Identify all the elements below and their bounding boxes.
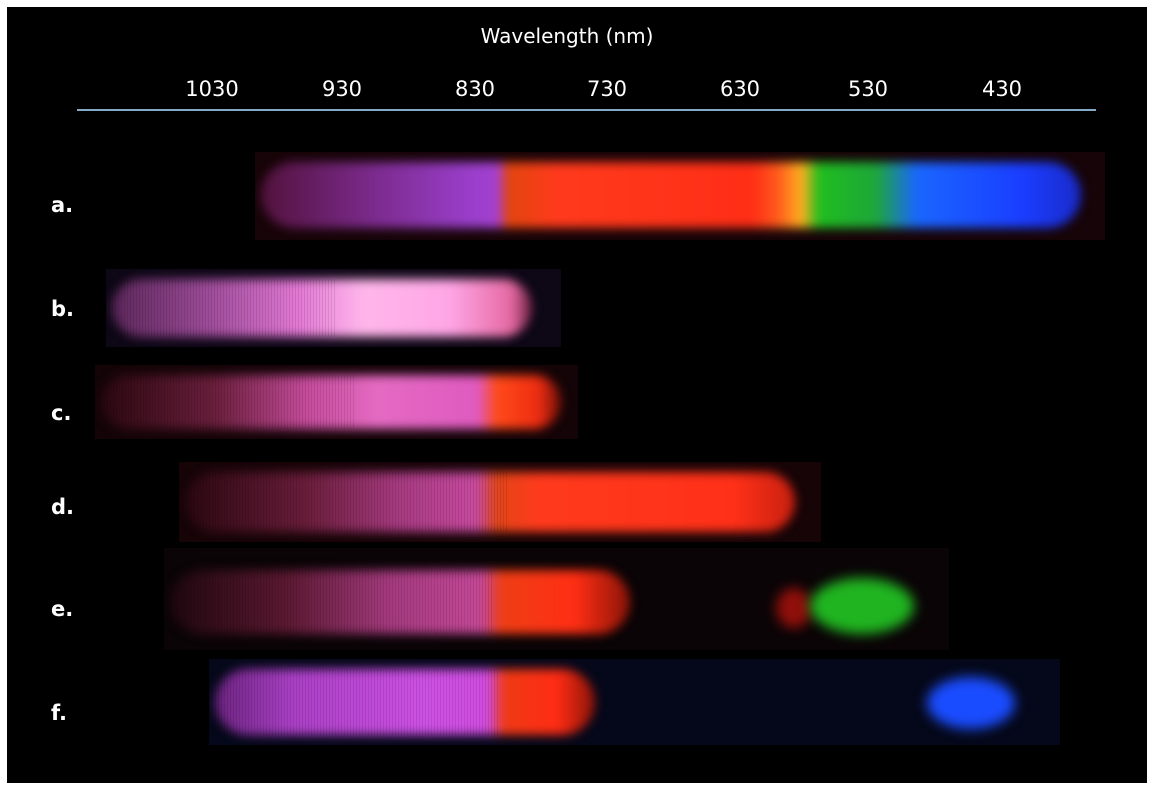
- tick-label: 730: [586, 77, 628, 101]
- tick-label: 430: [981, 77, 1023, 101]
- spectrum-c: [95, 365, 578, 439]
- tick-label: 930: [321, 77, 363, 101]
- tick-label: 830: [454, 77, 496, 101]
- tick-label: 630: [719, 77, 761, 101]
- row-label-e: e.: [51, 597, 74, 621]
- axis-line: [77, 109, 1096, 111]
- tick-label: 1030: [185, 77, 239, 101]
- axis-title: Wavelength (nm): [480, 24, 654, 48]
- spectrum-d: [179, 462, 821, 542]
- spectrum-f: [209, 659, 1060, 745]
- row-label-c: c.: [51, 401, 72, 425]
- row-label-b: b.: [51, 297, 75, 321]
- spectrum-e: [164, 548, 949, 650]
- spectrum-b: [106, 269, 561, 347]
- tick-label: 530: [847, 77, 889, 101]
- spectra-figure: Wavelength (nm) 1030 930 830 730 630 530…: [7, 7, 1147, 783]
- row-label-d: d.: [51, 495, 75, 519]
- spectrum-a: [255, 152, 1105, 240]
- row-label-f: f.: [51, 701, 67, 725]
- row-label-a: a.: [51, 193, 74, 217]
